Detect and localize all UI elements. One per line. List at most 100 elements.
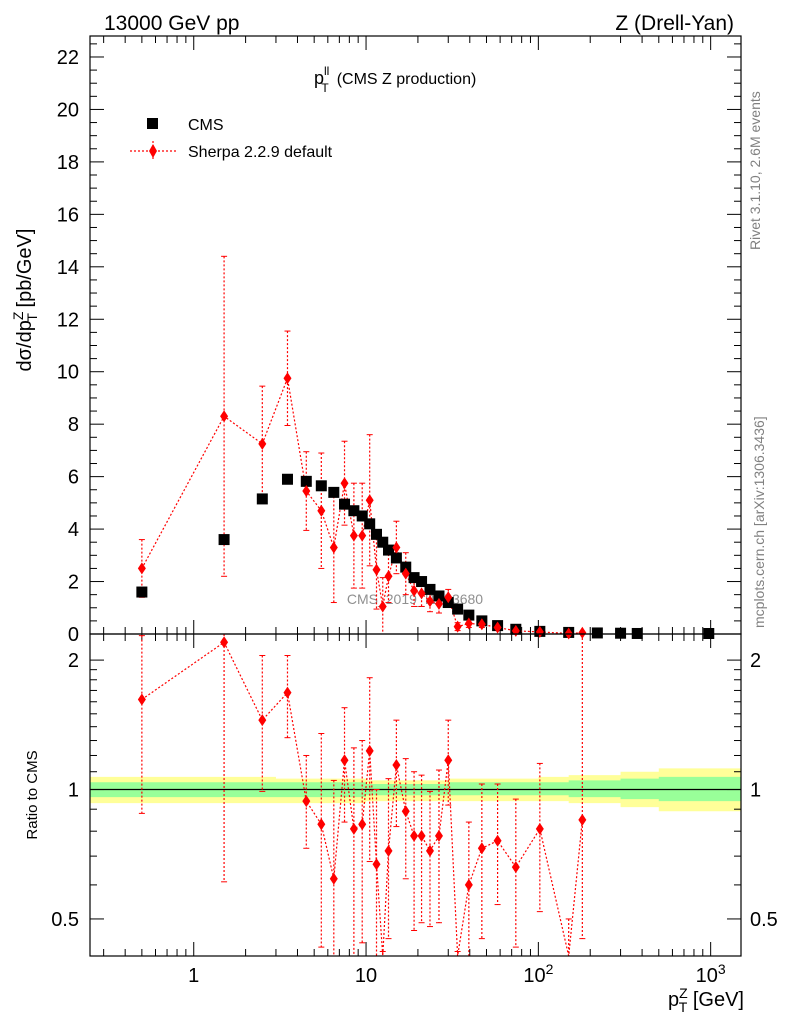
cms-data-point [452,603,464,615]
main-ylabel: dσ/dpZT [pb/GeV] [10,229,40,372]
ratio-data-point [578,813,587,826]
ratio-y-tick-label-left: 1 [68,780,79,802]
rivet-label: Rivet 3.1.10, 2.6M events [747,91,763,250]
ratio-y-tick-label-left: 0.5 [51,909,79,931]
ratio-ylabel: Ratio to CMS [24,750,41,839]
x-tick-label: 102 [523,961,553,987]
ratio-data-point [425,844,434,857]
x-tick-label: 10 [355,965,377,987]
ratio-data-point [258,714,267,727]
ratio-data-point [365,744,374,757]
ratio-line [141,641,583,957]
ratio-data-point [493,834,502,847]
sherpa-data-point [464,617,473,630]
cms-data-point [433,590,445,602]
main-y-tick-label: 18 [57,152,79,174]
sherpa-data-point [417,587,426,600]
x-tick-label: 103 [696,961,726,987]
sherpa-data-point [401,567,410,580]
legend-cms-label: CMS [188,117,224,134]
sherpa-data-point [453,620,462,633]
cms-data-point [218,534,230,546]
ratio-data-point [340,754,349,767]
ratio-data-point [401,805,410,818]
cms-data-point [591,627,603,639]
sherpa-data-point [493,621,502,634]
ratio-data-point [464,878,473,891]
legend-sherpa-label: Sherpa 2.2.9 default [188,144,333,161]
sherpa-data-point [434,597,443,610]
cms-data-point [416,576,428,588]
main-ticks: 0 2 4 6 8 10 12 14 16 18 20 22 [57,36,741,646]
main-y-tick-label: 6 [68,467,79,489]
cms-data-point [383,544,395,556]
sherpa-data-point [392,541,401,554]
ratio-y-tick-label-left: 2 [68,650,79,672]
main-y-tick-label: 22 [57,47,79,69]
ratio-y-tick-label-right: 2 [750,650,761,672]
main-y-tick-label: 8 [68,414,79,436]
sherpa-data-point [302,485,311,498]
ratio-data-point [349,822,358,835]
ratio-data-point [317,818,326,831]
ratio-bands [90,768,741,812]
cms-data-point [348,505,360,517]
cms-data-point [390,552,402,564]
sherpa-data-point [444,591,453,604]
sherpa-data-point [535,625,544,638]
ratio-data-point [137,693,146,706]
legend-sherpa-marker [149,144,157,158]
main-y-tick-label: 10 [57,362,79,384]
sherpa-data-point [349,529,358,542]
ratio-data-point [358,818,367,831]
main-y-tick-label: 4 [68,519,79,541]
ratio-data-point [477,842,486,855]
ratio-data-point [434,829,443,842]
cms-data-point [328,486,340,498]
main-y-tick-label: 16 [57,204,79,226]
ratio-y-tick-label-right: 0.5 [750,909,778,931]
main-data [136,255,715,640]
ratio-frame [89,633,742,957]
sherpa-data-point [340,477,349,490]
ratio-data-point [410,829,419,842]
ratio-data-point [220,636,229,649]
ratio-data-point [444,754,453,767]
sherpa-data-point [220,410,229,423]
cms-data-point [364,518,376,530]
sherpa-data-point [317,504,326,517]
cms-data-point [400,561,412,573]
cms-data-point [300,475,312,487]
ratio-xlabel: pZ T [GeV] [668,985,744,1015]
main-y-tick-label: 2 [68,572,79,594]
sherpa-data-point [410,584,419,597]
cms-data-point [339,498,351,510]
mcplots-label: mcplots.cern.ch [arXiv:1306.3436] [751,416,767,628]
cms-data-point [424,583,436,595]
sherpa-data-point [365,494,374,507]
ratio-y-tick-label-right: 1 [750,780,761,802]
sherpa-line [141,376,583,635]
cms-data-point [315,480,327,492]
sherpa-data-point [425,595,434,608]
sherpa-data-point [358,529,367,542]
sherpa-data-point [258,437,267,450]
ratio-data-point [535,822,544,835]
cms-data-point [371,528,383,540]
sherpa-data-point [372,563,381,576]
cms-data-point [377,536,389,548]
cms-data-point [136,586,148,598]
ratio-ticks: 1 10 102 103 0.5 0.5 1 1 2 2 [51,634,778,987]
legend-cms-marker [147,118,158,129]
header-right: Z (Drell-Yan) [615,12,734,35]
sherpa-data-point [477,618,486,631]
ratio-data-point [329,872,338,885]
header-left: 13000 GeV pp [104,12,239,35]
ratio-data-point [372,858,381,871]
sherpa-data-point [384,570,393,583]
ratio-data-point [511,861,520,874]
main-y-tick-label: 20 [57,99,79,121]
main-y-tick-label: 12 [57,309,79,331]
x-tick-label: 1 [188,965,199,987]
sherpa-data-point [283,372,292,385]
